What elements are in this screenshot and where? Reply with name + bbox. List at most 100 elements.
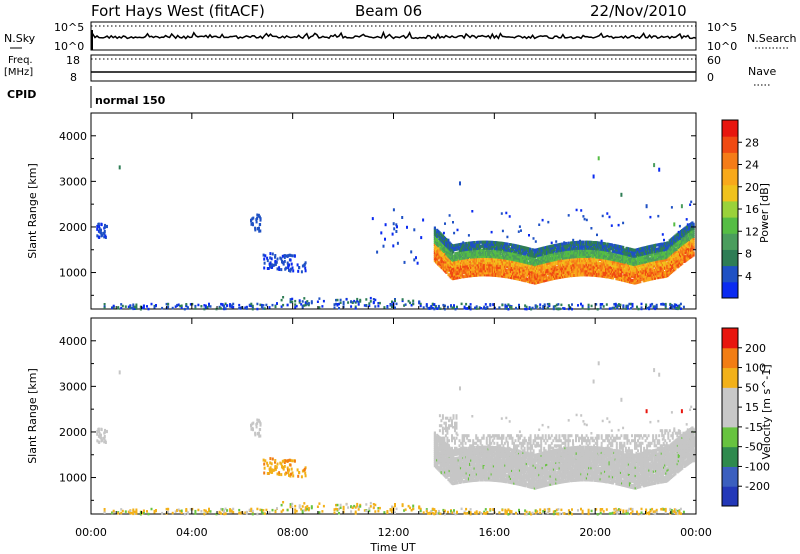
velocity-pixel bbox=[470, 471, 473, 474]
power-pixel bbox=[618, 265, 621, 269]
power-pixel bbox=[539, 276, 542, 280]
power-pixel bbox=[641, 269, 644, 273]
power-pixel bbox=[608, 271, 611, 275]
power-pixel bbox=[142, 304, 145, 307]
power-pixel bbox=[596, 261, 599, 265]
power-pixel bbox=[610, 243, 613, 247]
power-pixel bbox=[473, 243, 476, 247]
power-pixel bbox=[260, 303, 263, 307]
power-pixel bbox=[440, 262, 443, 266]
power-pixel bbox=[425, 305, 428, 308]
power-pixel bbox=[642, 252, 645, 256]
velocity-pixel bbox=[447, 463, 450, 467]
power-pixel bbox=[437, 250, 440, 254]
power-pixel bbox=[269, 262, 272, 266]
velocity-pixel bbox=[453, 475, 456, 479]
power-pixel bbox=[628, 253, 632, 257]
power-pixel bbox=[287, 266, 290, 270]
beam-title: Beam 06 bbox=[355, 2, 422, 20]
power-pixel bbox=[488, 253, 491, 256]
power-pixel bbox=[675, 303, 678, 307]
velocity-pixel bbox=[476, 466, 480, 470]
power-pixel bbox=[359, 300, 362, 303]
power-pixel bbox=[276, 302, 278, 305]
power-pixel bbox=[487, 253, 490, 256]
power-pixel bbox=[384, 223, 387, 227]
power-pixel bbox=[443, 307, 446, 311]
power-pixel bbox=[496, 243, 499, 247]
power-pixel bbox=[632, 279, 635, 283]
power-pixel bbox=[622, 245, 625, 249]
power-pixel bbox=[539, 278, 542, 282]
power-pixel bbox=[670, 253, 674, 257]
power-pixel bbox=[590, 227, 593, 230]
power-pixel bbox=[680, 204, 683, 209]
power-pixel bbox=[554, 266, 557, 270]
power-pixel bbox=[251, 304, 254, 308]
power-pixel bbox=[473, 273, 476, 277]
power-pixel bbox=[456, 272, 459, 276]
power-pixel bbox=[483, 265, 486, 269]
power-pixel bbox=[288, 268, 290, 272]
power-pixel bbox=[535, 274, 539, 278]
power-pixel bbox=[672, 258, 675, 262]
power-pixel bbox=[203, 307, 206, 311]
power-pixel bbox=[625, 250, 628, 254]
power-pixel bbox=[541, 269, 544, 273]
power-pixel bbox=[512, 258, 515, 261]
power-pixel bbox=[470, 241, 473, 245]
power-pixel bbox=[442, 303, 445, 307]
power-pixel bbox=[555, 253, 558, 257]
velocity-pixel bbox=[440, 456, 443, 460]
power-pixel bbox=[499, 251, 502, 255]
power-pixel bbox=[589, 271, 592, 275]
power-pixel bbox=[339, 301, 342, 304]
power-pixel bbox=[615, 262, 618, 266]
power-pixel bbox=[450, 272, 453, 276]
velocity-pixel bbox=[455, 479, 458, 483]
power-pixel bbox=[630, 250, 633, 253]
power-pixel bbox=[565, 256, 568, 260]
power-pixel bbox=[456, 270, 459, 274]
power-pixel bbox=[466, 307, 469, 310]
power-pixel bbox=[463, 254, 466, 258]
power-pixel bbox=[194, 304, 197, 308]
power-pixel bbox=[461, 273, 464, 277]
power-pixel bbox=[303, 297, 306, 300]
power-pixel bbox=[133, 305, 136, 309]
power-pixel bbox=[672, 236, 675, 240]
power-pixel bbox=[509, 259, 512, 263]
power-pixel bbox=[582, 261, 585, 265]
power-pixel bbox=[648, 267, 651, 271]
power-pixel bbox=[529, 247, 532, 251]
power-pixel bbox=[509, 267, 512, 271]
power-pixel bbox=[613, 272, 616, 276]
power-pixel bbox=[684, 234, 687, 238]
power-pixel bbox=[655, 303, 658, 307]
power-pixel bbox=[489, 271, 492, 275]
power-pixel bbox=[635, 254, 638, 258]
power-pixel bbox=[273, 263, 276, 267]
power-pixel bbox=[691, 235, 694, 239]
velocity-pixel bbox=[454, 459, 457, 463]
velocity-pixel bbox=[469, 465, 472, 468]
power-pixel bbox=[594, 259, 598, 263]
power-pixel bbox=[539, 251, 542, 255]
power-pixel bbox=[664, 306, 667, 309]
power-pixel bbox=[453, 246, 456, 250]
power-pixel bbox=[433, 249, 436, 253]
power-pixel bbox=[535, 264, 539, 268]
power-pixel bbox=[479, 246, 482, 250]
power-pixel bbox=[513, 272, 516, 276]
power-pixel bbox=[651, 269, 654, 272]
power-pixel bbox=[255, 218, 258, 222]
power-pixel bbox=[608, 265, 611, 269]
power-pixel bbox=[647, 251, 650, 255]
power-pixel bbox=[638, 274, 641, 278]
power-pixel bbox=[689, 203, 692, 206]
power-pixel bbox=[571, 274, 574, 278]
power-pixel bbox=[121, 304, 124, 308]
power-pixel bbox=[245, 307, 248, 310]
power-pixel bbox=[687, 248, 691, 252]
power-pixel bbox=[535, 281, 539, 285]
